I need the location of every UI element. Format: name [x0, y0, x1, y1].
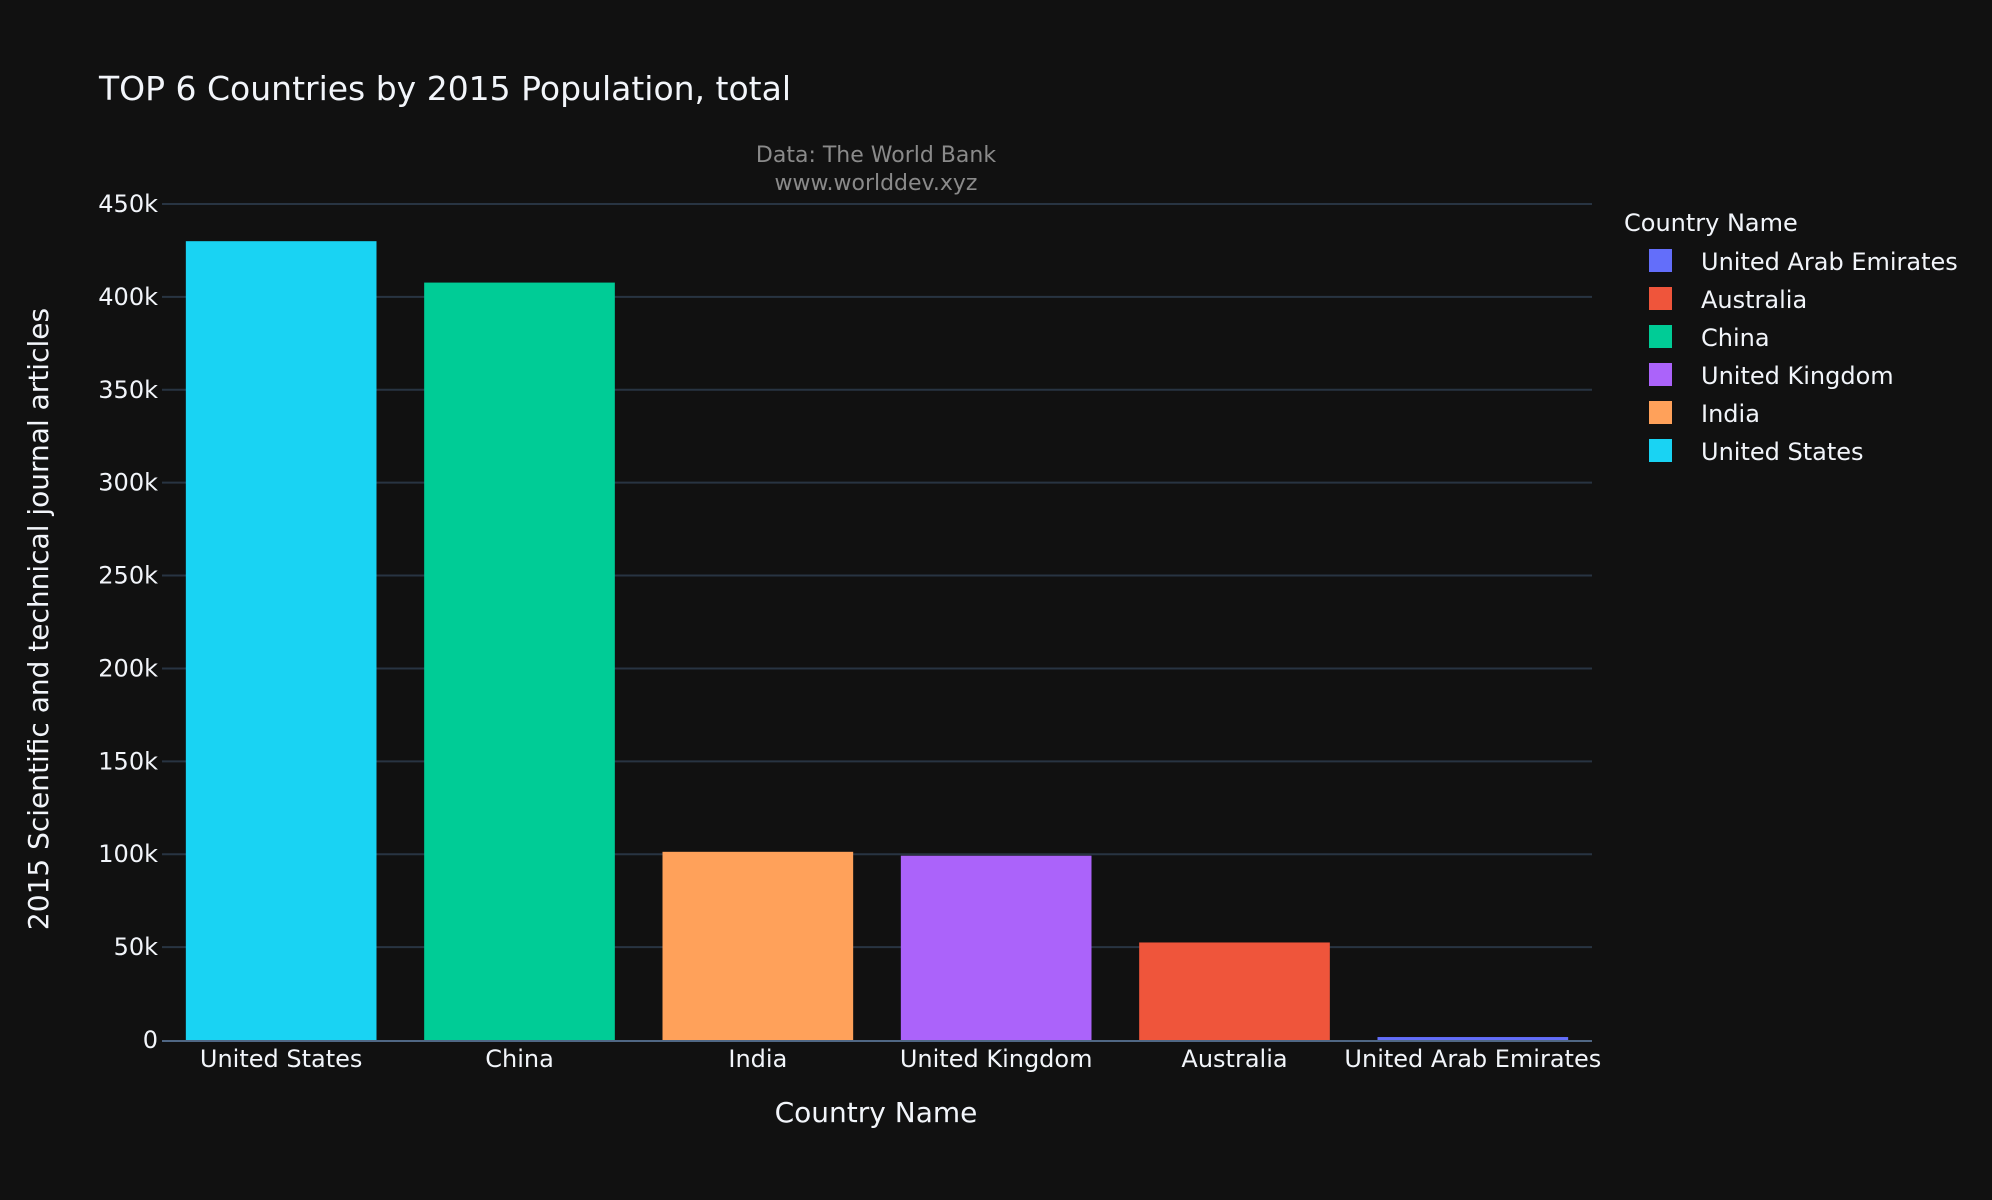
bar[interactable]	[1377, 1037, 1569, 1040]
legend: Country Name United Arab Emirates Austral…	[1624, 209, 1958, 466]
bar[interactable]	[662, 851, 854, 1040]
legend-item-label[interactable]: Australia	[1701, 286, 1807, 314]
legend-item-label[interactable]: United Kingdom	[1701, 362, 1894, 390]
legend-item-label[interactable]: United States	[1701, 438, 1864, 466]
x-tick-label: United Arab Emirates	[1344, 1045, 1601, 1073]
x-axis-ticks: United States China India United Kingdom Aus…	[200, 1045, 1601, 1073]
legend-swatch[interactable]	[1649, 363, 1672, 386]
legend-title: Country Name	[1624, 209, 1798, 237]
gridlines	[162, 203, 1592, 1042]
x-tick-label: United Kingdom	[900, 1045, 1093, 1073]
y-tick-label: 100k	[98, 840, 158, 868]
bar[interactable]	[900, 855, 1092, 1040]
legend-swatch[interactable]	[1649, 401, 1672, 424]
x-tick-label: Australia	[1181, 1045, 1287, 1073]
y-axis-label: 2015 Scientific and technical journal ar…	[22, 308, 55, 930]
x-tick-label: China	[485, 1045, 554, 1073]
source-annotation-line-2: www.worlddev.xyz	[775, 171, 978, 196]
y-tick-label: 0	[143, 1026, 158, 1054]
chart-title: TOP 6 Countries by 2015 Population, tota…	[98, 69, 791, 108]
y-tick-label: 250k	[98, 562, 158, 590]
bar[interactable]	[1139, 942, 1330, 1040]
x-axis-label: Country Name	[775, 1096, 978, 1129]
legend-item-label[interactable]: China	[1701, 324, 1770, 352]
legend-swatch[interactable]	[1649, 249, 1672, 272]
legend-swatch[interactable]	[1649, 287, 1672, 310]
bar[interactable]	[185, 241, 377, 1040]
x-tick-label: India	[728, 1045, 787, 1073]
x-tick-label: United States	[200, 1045, 363, 1073]
y-axis-ticks: 0 50k 100k 150k 200k 250k 300k 350k 400k 450k	[98, 190, 158, 1054]
legend-swatch[interactable]	[1649, 325, 1672, 348]
y-tick-label: 450k	[98, 190, 158, 218]
source-annotation-line-1: Data: The World Bank	[756, 143, 996, 168]
y-tick-label: 300k	[98, 469, 158, 497]
y-tick-label: 150k	[98, 747, 158, 775]
bars	[185, 241, 1569, 1041]
legend-item-label[interactable]: India	[1701, 400, 1760, 428]
legend-swatch[interactable]	[1649, 439, 1672, 462]
y-tick-label: 350k	[98, 376, 158, 404]
y-tick-label: 200k	[98, 654, 158, 682]
bar[interactable]	[424, 282, 615, 1041]
y-tick-label: 400k	[98, 283, 158, 311]
legend-item-label[interactable]: United Arab Emirates	[1701, 248, 1958, 276]
y-tick-label: 50k	[114, 933, 159, 961]
